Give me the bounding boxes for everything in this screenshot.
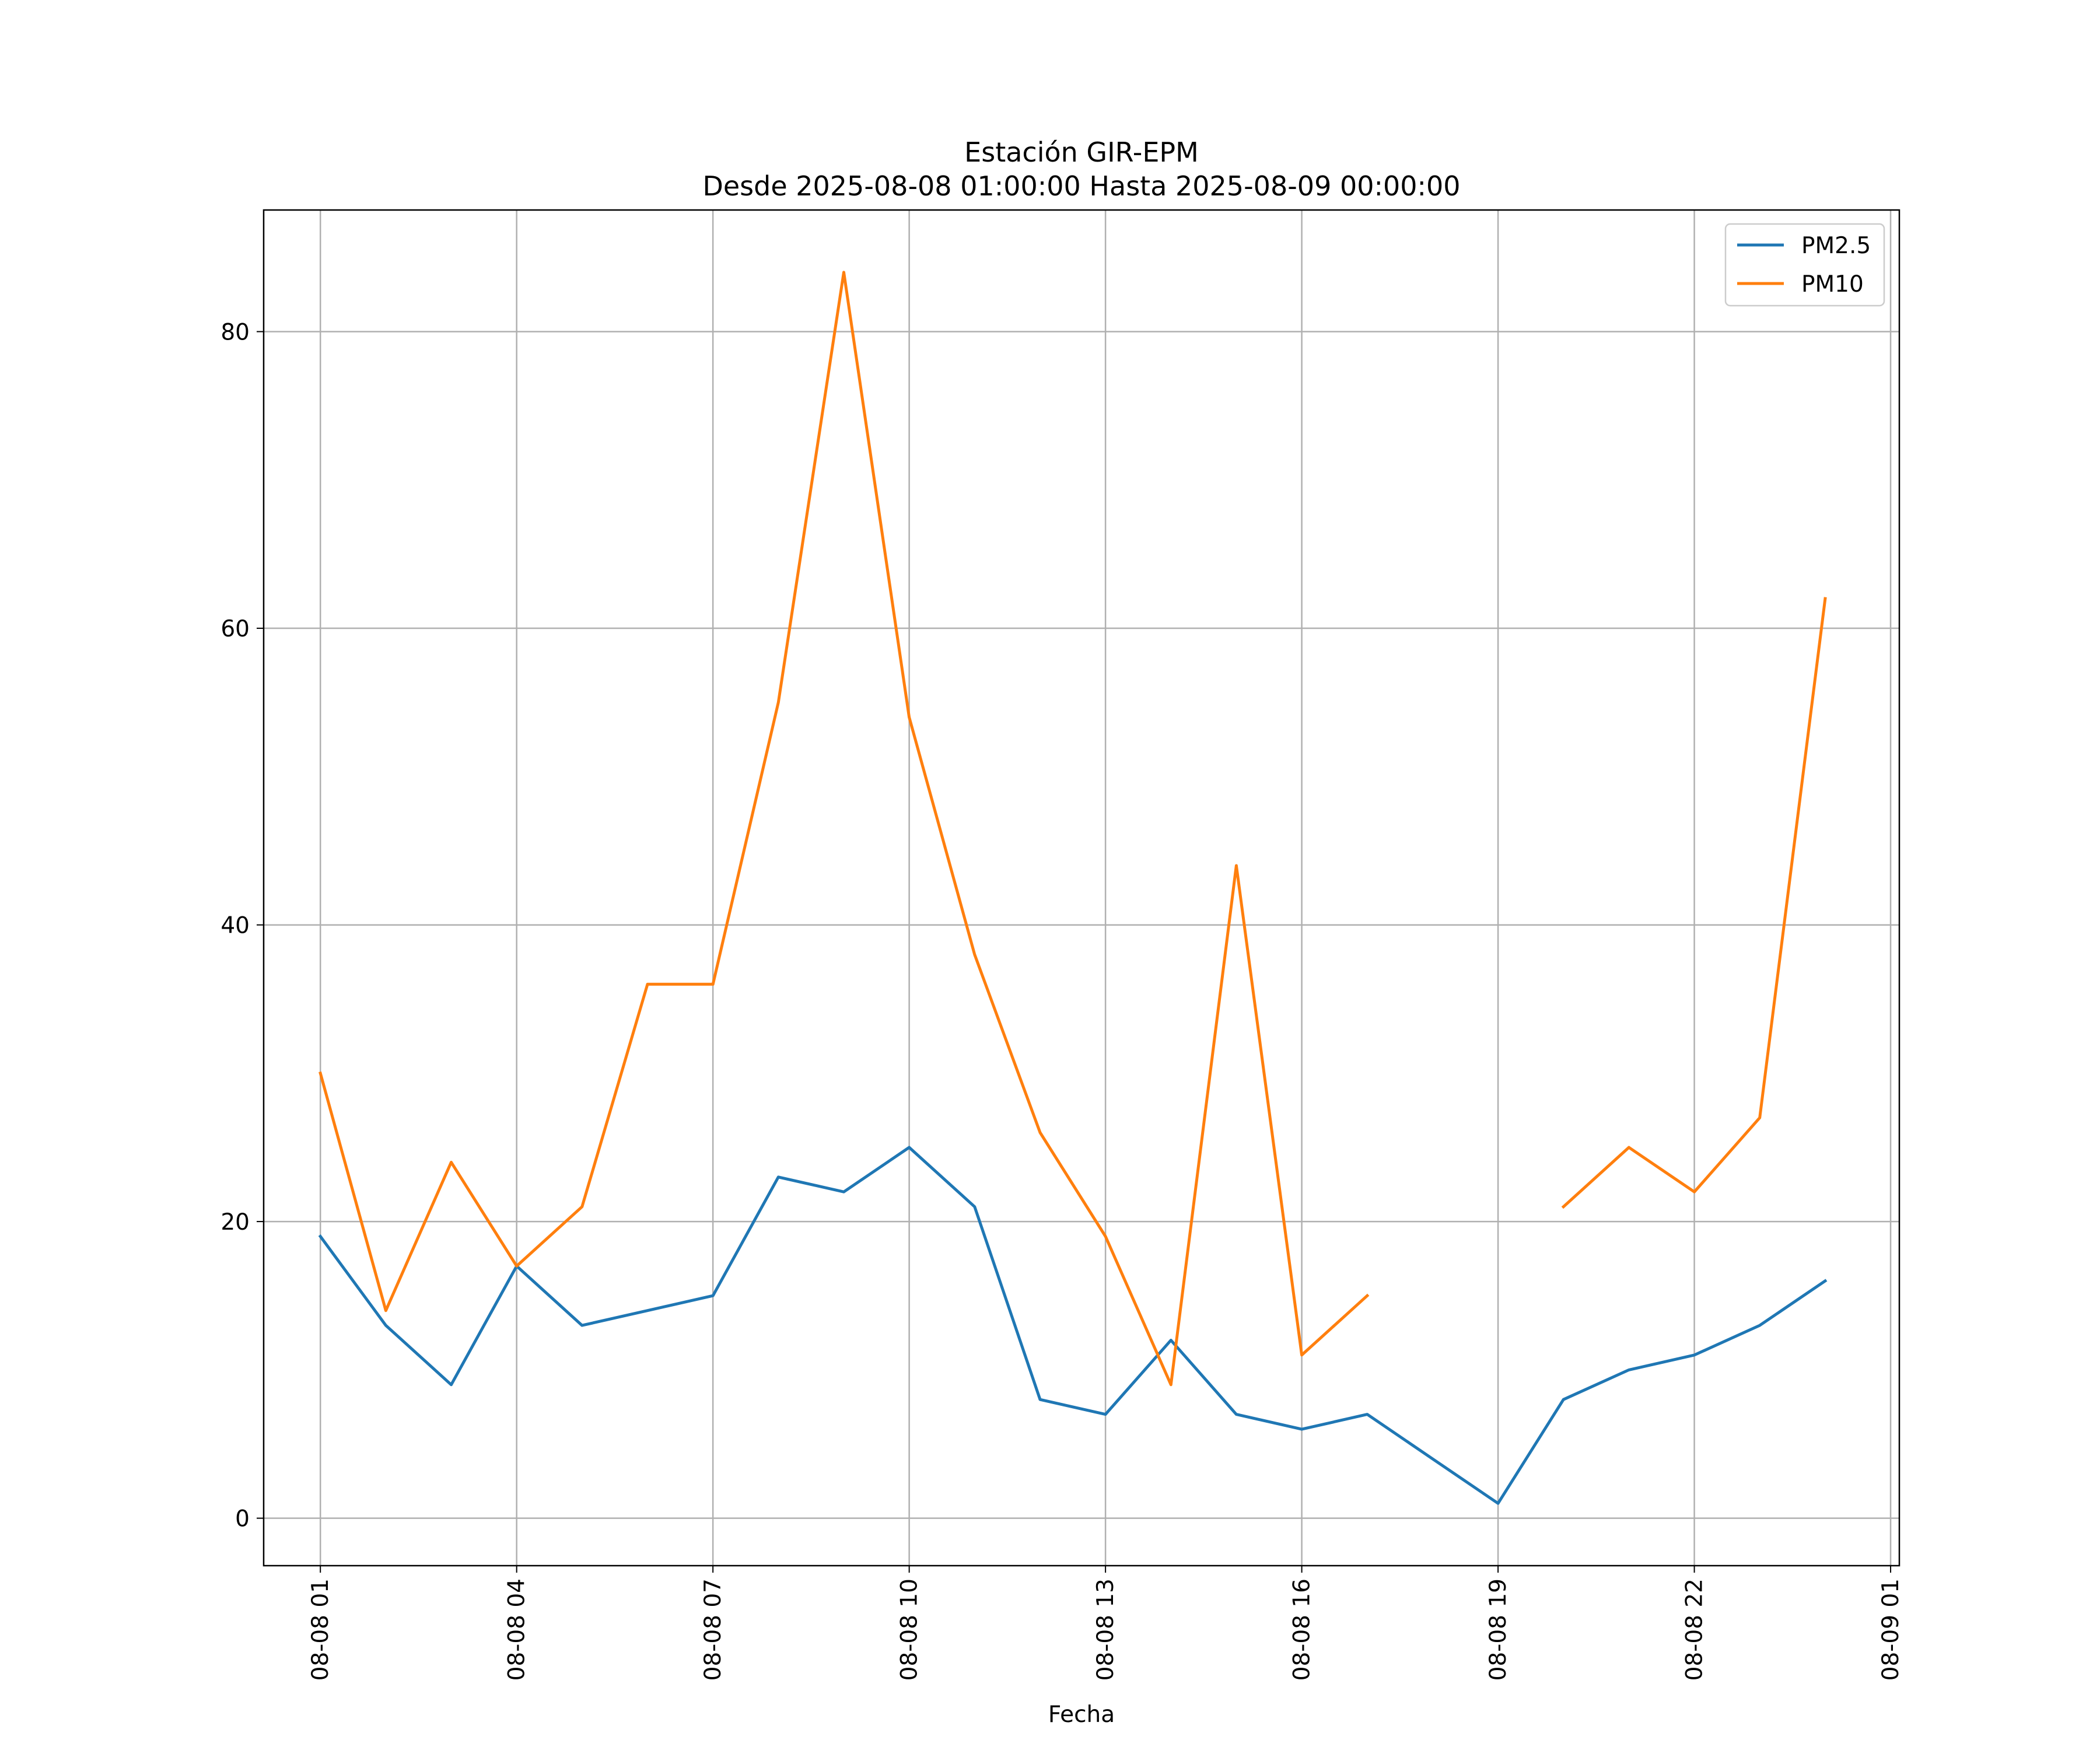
series-line-pm2-5 (318, 1146, 1828, 1505)
y-tick-label: 40 (220, 913, 250, 939)
grid (264, 210, 1899, 1566)
x-axis: 08-08 01 08-08 04 08-08 07 08-08 10 08-08 13… (307, 1566, 1904, 1681)
y-tick-label: 60 (220, 616, 250, 642)
x-tick-label: 08-09 01 (1878, 1578, 1904, 1681)
series-line-pm10 (318, 271, 1827, 1387)
y-tick-label: 20 (220, 1209, 250, 1236)
legend-label-pm2-5: PM2.5 (1801, 233, 1871, 259)
legend: PM2.5 PM10 (1724, 223, 1885, 307)
x-tick-label: 08-08 10 (897, 1578, 923, 1681)
x-tick-label: 08-08 04 (504, 1578, 530, 1681)
x-tick-label: 08-08 19 (1485, 1578, 1511, 1681)
x-axis-label: Fecha (1048, 1702, 1115, 1728)
y-tick-label: 0 (235, 1506, 250, 1532)
series-group (318, 271, 1828, 1505)
x-tick-label: 08-08 16 (1289, 1578, 1315, 1681)
y-tick-label: 80 (220, 319, 250, 345)
x-tick-label: 08-08 13 (1093, 1578, 1119, 1681)
x-tick-label: 08-08 22 (1682, 1578, 1708, 1681)
chart-subtitle: Desde 2025-08-08 01:00:00 Hasta 2025-08-… (702, 170, 1460, 202)
y-axis: 0 20 40 60 80 (220, 319, 264, 1532)
plot-frame (262, 209, 1901, 1567)
legend-label-pm10: PM10 (1801, 271, 1864, 298)
x-tick-label: 08-08 01 (307, 1578, 334, 1681)
x-tick-label: 08-08 07 (700, 1578, 726, 1681)
chart-title: Estación GIR-EPM (964, 136, 1199, 168)
